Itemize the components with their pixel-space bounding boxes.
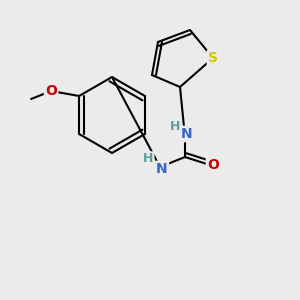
Text: H: H: [143, 152, 153, 166]
Text: N: N: [156, 162, 168, 176]
Text: H: H: [170, 121, 180, 134]
Text: S: S: [208, 51, 218, 65]
Text: N: N: [181, 127, 193, 141]
Text: O: O: [45, 84, 57, 98]
Text: O: O: [207, 158, 219, 172]
